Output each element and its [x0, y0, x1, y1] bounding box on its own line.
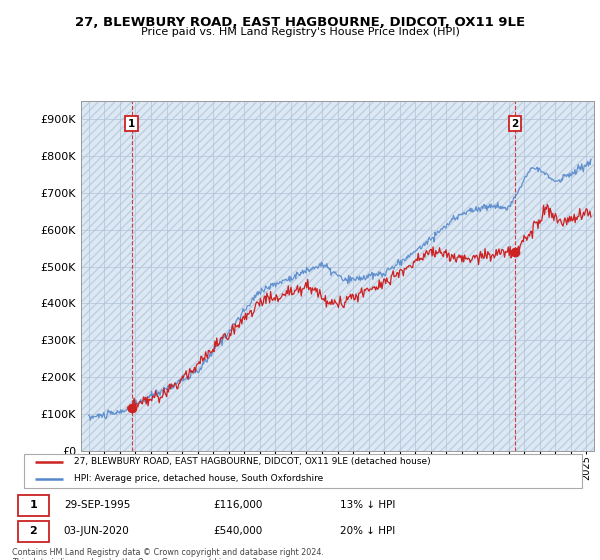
Text: 1: 1 — [29, 500, 37, 510]
Text: 29-SEP-1995: 29-SEP-1995 — [64, 500, 130, 510]
FancyBboxPatch shape — [18, 494, 49, 516]
FancyBboxPatch shape — [24, 454, 582, 488]
Text: 2: 2 — [29, 526, 37, 536]
Text: 13% ↓ HPI: 13% ↓ HPI — [340, 500, 395, 510]
Text: £540,000: £540,000 — [214, 526, 263, 536]
Text: 20% ↓ HPI: 20% ↓ HPI — [340, 526, 395, 536]
Text: 27, BLEWBURY ROAD, EAST HAGBOURNE, DIDCOT, OX11 9LE (detached house): 27, BLEWBURY ROAD, EAST HAGBOURNE, DIDCO… — [74, 458, 431, 466]
Text: 2: 2 — [511, 119, 518, 129]
Text: 27, BLEWBURY ROAD, EAST HAGBOURNE, DIDCOT, OX11 9LE: 27, BLEWBURY ROAD, EAST HAGBOURNE, DIDCO… — [75, 16, 525, 29]
Text: HPI: Average price, detached house, South Oxfordshire: HPI: Average price, detached house, Sout… — [74, 474, 323, 483]
Text: 1: 1 — [128, 119, 135, 129]
Text: 03-JUN-2020: 03-JUN-2020 — [64, 526, 130, 536]
Text: Contains HM Land Registry data © Crown copyright and database right 2024.
This d: Contains HM Land Registry data © Crown c… — [12, 548, 324, 560]
Text: Price paid vs. HM Land Registry's House Price Index (HPI): Price paid vs. HM Land Registry's House … — [140, 27, 460, 37]
Text: £116,000: £116,000 — [214, 500, 263, 510]
FancyBboxPatch shape — [18, 521, 49, 542]
